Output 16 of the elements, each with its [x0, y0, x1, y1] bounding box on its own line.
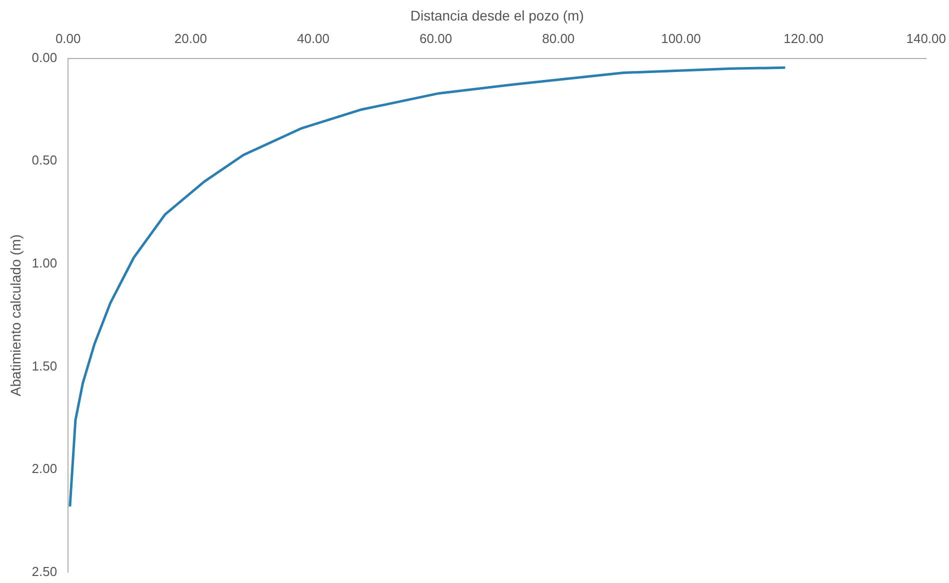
y-tick-label: 1.50: [32, 358, 58, 374]
x-tick-label: 100.00: [661, 31, 701, 46]
x-axis-title: Distancia desde el pozo (m): [410, 7, 584, 24]
x-tick-label: 0.00: [55, 31, 81, 46]
y-tick-label: 0.00: [32, 50, 58, 65]
x-tick-label: 40.00: [296, 31, 330, 46]
x-tick-label: 60.00: [420, 31, 452, 46]
y-tick-label: 0.50: [32, 152, 58, 168]
y-axis-title: Abatimiento calculado (m): [7, 234, 24, 396]
x-tick-label: 140.00: [906, 31, 946, 46]
x-tick-label: 20.00: [174, 31, 207, 46]
y-tick-label: 2.00: [32, 461, 58, 476]
x-tick-label: 80.00: [542, 31, 575, 46]
y-tick-label: 1.00: [32, 256, 58, 270]
y-tick-label: 2.50: [32, 564, 58, 579]
x-tick-label: 120.00: [784, 31, 824, 46]
